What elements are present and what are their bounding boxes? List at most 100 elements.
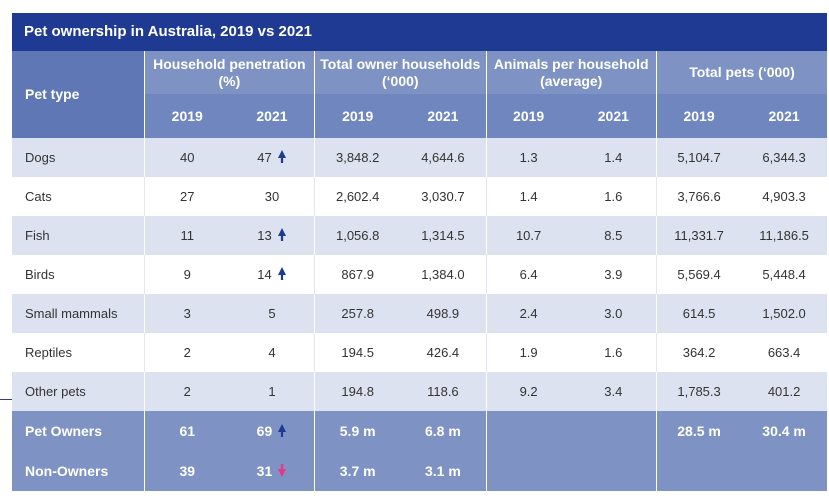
cell-value: 28.5 m [677,423,721,439]
total-pets-2019-cell: 364.2 [655,333,742,372]
cell-value: 867.9 [341,267,374,282]
total-pets-2019-cell: 614.5 [655,294,742,333]
cell-value: 1.6 [604,345,623,360]
cell-value: 1.6 [604,189,623,204]
cell-value: 401.2 [767,384,801,399]
cell-value: 61 [179,423,196,439]
total-pets-2021-cell: 1,502.0 [741,294,827,333]
animals-per-household-2019-cell: 9.2 [485,372,571,411]
owner-households-2021-cell: 118.6 [400,372,486,411]
cell-value: 1.3 [519,150,538,165]
header-year-2019: 2019 [314,94,401,138]
cell-value: 1,314.5 [421,228,465,243]
penetration-2021-cell: 47 [229,138,315,177]
table-row: Reptiles 2 4 194.5 426.4 1.9 1.6 364.2 663.4 [12,333,827,372]
cell-value: 11 [180,228,194,243]
total-pets-2021-cell: 663.4 [741,333,827,372]
table-row: Cats 27 30 2,602.4 3,030.7 1.4 1.6 3,766.6 4,903… [12,177,827,216]
animals-per-household-2021-cell [570,411,657,451]
header-year-2021: 2021 [570,94,657,138]
cell-value: 1,785.3 [677,384,721,399]
table-row: Small mammals 3 5 257.8 498.9 2.4 3.0 614.5 1,50… [12,294,827,333]
arrow-up-icon [277,227,287,244]
cell-value: 498.9 [426,306,460,321]
cell-value: 426.4 [426,345,460,360]
table-row: Birds 9 14 867.9 1,384.0 6.4 3.9 5,569.4 5,448.4 [12,255,827,294]
penetration-2021-cell: 4 [229,333,315,372]
cell-value: 1.9 [519,345,538,360]
penetration-2019-cell: 3 [143,294,230,333]
table-row: Other pets 2 1 194.8 118.6 9.2 3.4 1,785.3 401.2 [12,372,827,411]
total-pets-2021-cell: 6,344.3 [741,138,827,177]
owner-households-2019-cell: 5.9 m [314,411,401,451]
penetration-2019-cell: 2 [143,372,230,411]
owner-households-2021-cell: 6.8 m [400,411,486,451]
cell-value: 6.4 [519,267,538,282]
animals-per-household-2021-cell: 8.5 [570,216,657,255]
cell-value: 4 [268,345,276,360]
header-animals-per-household: Animals per household (average) [485,51,657,94]
header-year-2019: 2019 [485,94,571,138]
table-row: Fish 11 13 1,056.8 1,314.5 10.7 8.5 11,331.7 11,… [12,216,827,255]
cell-value: 2.4 [519,306,538,321]
cell-value: 1,502.0 [762,306,806,321]
owner-households-2021-cell: 3.1 m [400,451,486,491]
cell-value: 257.8 [341,306,374,321]
total-pets-2021-cell: 401.2 [741,372,827,411]
cell-value: 5,448.4 [762,267,806,282]
total-pets-2019-cell: 5,569.4 [655,255,742,294]
penetration-2019-cell: 9 [143,255,230,294]
penetration-2019-cell: 11 [143,216,230,255]
margin-rule [0,399,12,400]
arrow-down-icon [277,463,287,480]
cell-value: 364.2 [682,345,716,360]
pet-type-cell: Reptiles [12,333,145,372]
total-pets-2019-cell [655,451,742,491]
animals-per-household-2021-cell: 1.4 [570,138,657,177]
pet-type-cell: Non-Owners [12,451,145,491]
total-pets-2019-cell: 28.5 m [655,411,742,451]
cell-value: 1,384.0 [421,267,465,282]
cell-value: 3,766.6 [677,189,721,204]
cell-value: 3.1 m [424,463,461,479]
pet-type-cell: Fish [12,216,145,255]
table-title: Pet ownership in Australia, 2019 vs 2021 [12,13,827,51]
cell-value: 6.8 m [424,423,461,439]
owner-households-2021-cell: 426.4 [400,333,486,372]
penetration-2021-cell: 14 [229,255,315,294]
cell-value: 1.4 [604,150,623,165]
pet-type-cell: Other pets [12,372,145,411]
penetration-2021-cell: 5 [229,294,315,333]
animals-per-household-2021-cell: 1.6 [570,333,657,372]
animals-per-household-2019-cell: 1.3 [485,138,571,177]
animals-per-household-2021-cell: 1.6 [570,177,657,216]
pet-type-cell: Small mammals [12,294,145,333]
penetration-2019-cell: 27 [143,177,230,216]
cell-value: 3.4 [604,384,623,399]
cell-value: 3.9 [604,267,623,282]
cell-value: 118.6 [427,384,459,399]
cell-value: 2 [183,345,191,360]
total-pets-2019-cell: 1,785.3 [655,372,742,411]
penetration-2019-cell: 2 [143,333,230,372]
cell-value: 5 [268,306,276,321]
total-pets-2021-cell: 11,186.5 [741,216,827,255]
table-row: Dogs 40 47 3,848.2 4,644.6 1.3 1.4 5,104.7 6,344… [12,138,827,177]
cell-value: 14 [257,266,272,282]
cell-value: 8.5 [604,228,623,243]
animals-per-household-2019-cell: 10.7 [485,216,571,255]
penetration-2019-cell: 40 [143,138,230,177]
animals-per-household-2021-cell: 3.9 [570,255,657,294]
cell-value: 3.7 m [339,463,376,479]
penetration-2019-cell: 39 [143,451,230,491]
total-pets-2021-cell: 30.4 m [741,411,827,451]
cell-value: 1,056.8 [335,228,380,243]
animals-per-household-2019-cell: 2.4 [485,294,571,333]
pet-type-cell: Birds [12,255,145,294]
arrow-up-icon [277,423,287,440]
animals-per-household-2019-cell [485,451,571,491]
penetration-2021-cell: 1 [229,372,315,411]
owner-households-2021-cell: 4,644.6 [400,138,486,177]
pet-ownership-table: Pet type Household penetration (%) Total… [12,51,827,491]
owner-households-2019-cell: 867.9 [314,255,401,294]
